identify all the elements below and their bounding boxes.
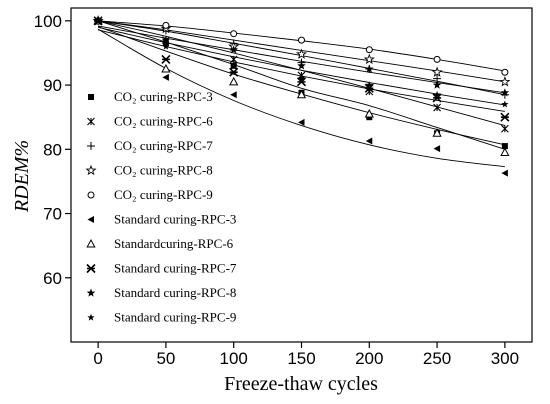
point-s8-3	[297, 61, 306, 70]
x-tick-label-0: 0	[93, 349, 102, 368]
point-s9-3	[297, 74, 306, 82]
point-s4-6	[501, 68, 509, 76]
point-s6-4	[364, 108, 374, 118]
point-s4-4	[365, 46, 373, 54]
point-s4-5	[433, 55, 441, 63]
x-tick-label-3: 150	[287, 349, 315, 368]
point-s4-3	[298, 36, 305, 44]
legend-label-7: Standard curing-RPC-7	[114, 261, 237, 276]
point-s7-5	[432, 93, 442, 103]
point-s1-6	[500, 124, 509, 133]
point-s6-5	[432, 128, 442, 137]
legend-marker-1	[87, 117, 95, 126]
point-s8-1	[161, 35, 171, 44]
y-tick-label-3: 90	[43, 76, 62, 95]
legend-marker-2	[87, 142, 95, 150]
point-s5-6	[501, 169, 508, 177]
legend-marker-8	[86, 288, 96, 297]
legend-label-0: CO₂ curing-RPC-3	[114, 89, 213, 104]
point-s7-2	[229, 67, 239, 77]
point-s4-1	[162, 21, 170, 29]
point-s9-6	[501, 100, 509, 108]
point-s8-6	[500, 88, 510, 97]
data-points	[92, 15, 511, 177]
point-s8-5	[432, 80, 442, 89]
point-s9-0	[94, 17, 102, 24]
legend-label-3: CO₂ curing-RPC-8	[114, 163, 213, 178]
point-s7-4	[364, 83, 374, 93]
legend-label-9: Standard curing-RPC-9	[114, 310, 236, 325]
legend: CO₂ curing-RPC-3 CO₂ curing-RPC-6 CO₂ curi…	[85, 89, 237, 325]
point-s1-2	[229, 55, 238, 64]
point-s6-1	[161, 63, 171, 73]
point-s5-2	[230, 91, 237, 99]
y-axis-title: RDEM%	[11, 140, 33, 213]
x-tick-label-6: 300	[491, 349, 519, 368]
point-s5-5	[433, 145, 441, 153]
legend-label-6: Standardcuring-RPC-6	[114, 236, 234, 251]
axis-ticks: 0 50 100 150 200 250 300 60 70 80 90 100	[34, 12, 519, 368]
x-axis-title: Freeze-thaw cycles	[224, 373, 378, 395]
point-s7-3	[296, 77, 307, 87]
x-tick-label-2: 100	[220, 349, 248, 368]
legend-label-8: Standard curing-RPC-8	[114, 285, 236, 300]
y-tick-label-1: 70	[43, 205, 62, 224]
point-s8-2	[229, 45, 238, 54]
legend-marker-7	[86, 263, 96, 274]
legend-marker-9	[87, 313, 95, 321]
point-s8-4	[365, 64, 374, 73]
point-s9-4	[365, 81, 373, 89]
x-tick-label-4: 200	[355, 349, 383, 368]
point-s7-1	[161, 54, 171, 64]
point-s7-6	[500, 112, 510, 122]
point-s9-2	[230, 62, 238, 69]
point-s6-2	[229, 76, 239, 86]
x-tick-label-1: 50	[156, 349, 175, 368]
legend-marker-5	[87, 216, 94, 223]
point-s4-2	[230, 30, 238, 38]
y-tick-label-2: 80	[43, 140, 62, 159]
point-s5-1	[162, 73, 169, 81]
point-s5-3	[298, 118, 305, 126]
point-s6-3	[296, 89, 307, 99]
point-s5-4	[365, 137, 373, 145]
legend-marker-3	[85, 164, 97, 176]
x-tick-label-5: 250	[423, 349, 451, 368]
point-s3-3	[296, 48, 307, 59]
y-tick-label-4: 100	[34, 12, 62, 31]
legend-label-4: CO₂ curing-RPC-9	[114, 187, 213, 202]
legend-marker-4	[87, 191, 95, 199]
point-s9-5	[433, 90, 441, 98]
legend-marker-0	[88, 94, 94, 100]
point-s1-5	[433, 103, 441, 112]
point-s9-1	[162, 42, 170, 50]
point-s3-4	[363, 53, 375, 65]
point-s6-6	[500, 147, 510, 157]
y-tick-label-0: 60	[43, 269, 62, 288]
point-s3-5	[431, 66, 443, 77]
legend-label-2: CO₂ curing-RPC-7	[114, 138, 213, 153]
legend-marker-6	[86, 238, 96, 248]
point-s0-6	[501, 143, 508, 150]
point-s3-6	[499, 76, 511, 87]
legend-label-1: CO₂ curing-RPC-6	[114, 114, 213, 129]
legend-label-5: Standard curing-RPC-3	[114, 212, 236, 227]
